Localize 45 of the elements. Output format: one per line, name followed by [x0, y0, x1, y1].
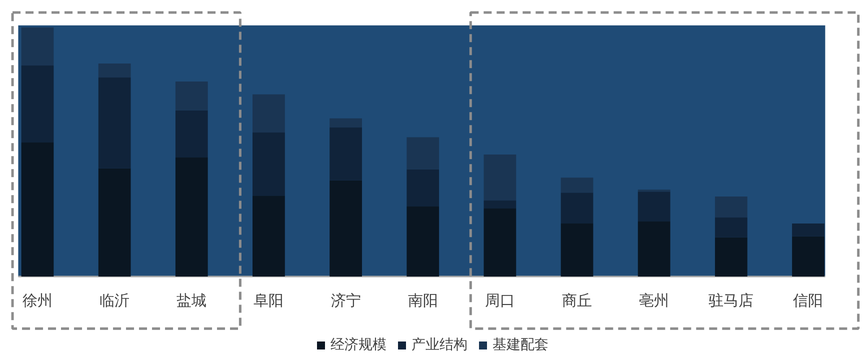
- bar: [330, 127, 362, 180]
- bar: [484, 154, 516, 201]
- legend-label: 基建配套: [492, 336, 548, 354]
- bar: [98, 168, 131, 277]
- bar: [406, 206, 440, 277]
- bar: [252, 94, 285, 133]
- bar: [21, 27, 54, 66]
- x-tick-label: 阜阳: [254, 291, 284, 310]
- bar: [406, 137, 440, 170]
- bar: [484, 208, 516, 277]
- x-tick-label: 南阳: [408, 291, 438, 310]
- bar: [714, 237, 748, 277]
- legend-label: 产业结构: [412, 336, 468, 354]
- bar: [560, 178, 594, 193]
- bar: [330, 180, 362, 277]
- bar: [792, 223, 824, 236]
- bar: [714, 196, 748, 218]
- bar: [484, 200, 516, 209]
- bar: [252, 196, 285, 277]
- x-tick-label: 商丘: [562, 291, 592, 310]
- bar: [175, 110, 208, 158]
- bar: [714, 217, 748, 238]
- bar: [406, 169, 440, 207]
- legend-label: 经济规模: [330, 336, 386, 354]
- bar: [638, 221, 670, 277]
- bar: [638, 192, 670, 222]
- x-tick-label: 周口: [484, 291, 515, 310]
- bar: [175, 157, 208, 277]
- x-tick-label: 驻马店: [708, 291, 754, 310]
- bar: [560, 192, 594, 224]
- x-tick-label: 徐州: [22, 291, 52, 310]
- bar: [98, 64, 131, 78]
- bar: [21, 142, 54, 277]
- bar: [560, 223, 594, 277]
- bar: [330, 118, 362, 128]
- x-tick-label: 临沂: [100, 291, 130, 310]
- bar: [792, 236, 824, 277]
- bar: [21, 66, 54, 142]
- bar: [252, 132, 285, 196]
- x-tick-label: 信阳: [793, 291, 824, 310]
- x-tick-label: 亳州: [639, 291, 670, 310]
- bar: [98, 77, 131, 168]
- x-tick-label: 济宁: [330, 291, 361, 310]
- x-tick-label: 盐城: [176, 291, 207, 310]
- bar: [175, 81, 208, 110]
